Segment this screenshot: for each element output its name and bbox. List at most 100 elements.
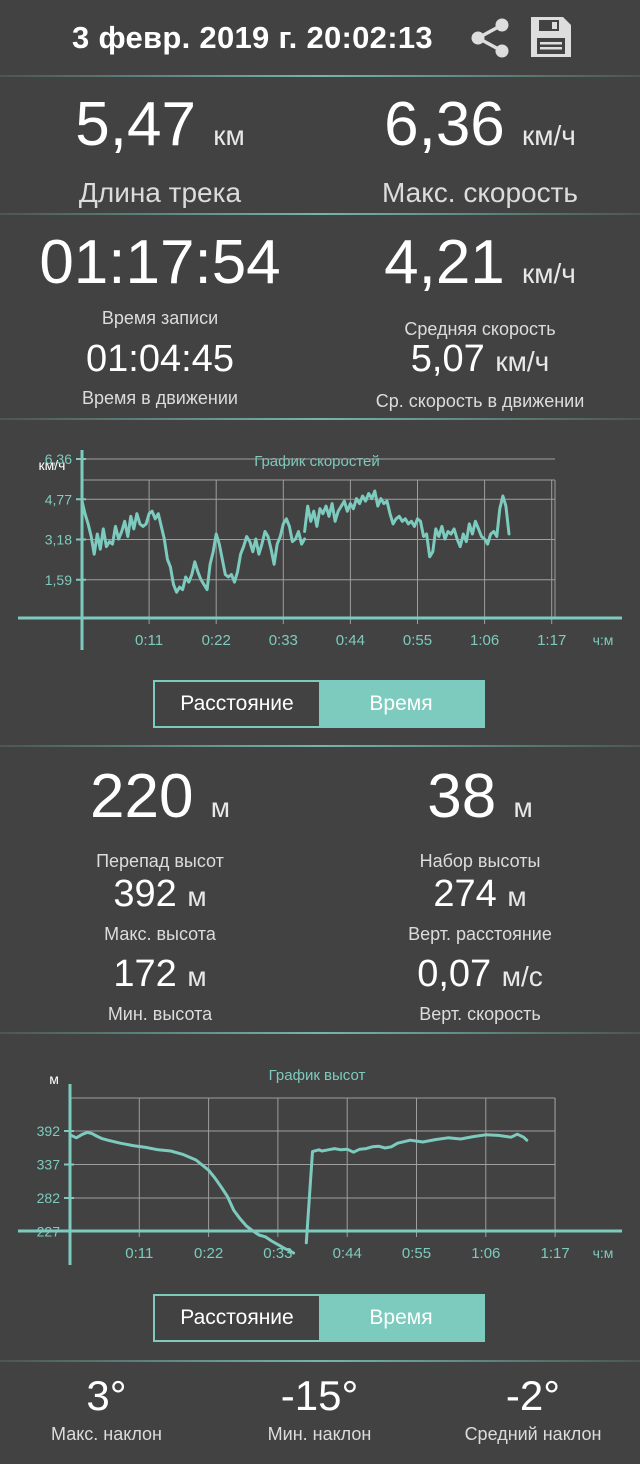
elevation-chart-x-tick: 0:11	[125, 1245, 153, 1262]
speed-chart-x-tick: 0:11	[135, 632, 163, 649]
max-speed-unit: км/ч	[522, 120, 576, 151]
avg-slope-stat: -2° Средний наклон	[426, 1370, 640, 1445]
speed-chart-x-tick: 0:22	[202, 632, 231, 649]
vertical-speed-label: Верт. скорость	[419, 1004, 541, 1024]
moving-avg-speed-value: 5,07	[410, 338, 485, 380]
elevation-chart-y-tick: 282	[37, 1190, 61, 1206]
avg-slope-value: -2°	[505, 1372, 561, 1419]
moving-avg-speed-stat: 5,07 км/ч Ср. скорость в движении	[320, 336, 640, 412]
divider	[0, 418, 640, 420]
record-time-value: 01:17:54	[39, 228, 281, 297]
distance-label: Длина трека	[78, 177, 242, 208]
min-elevation-unit: м	[187, 961, 207, 992]
divider	[0, 1032, 640, 1034]
speed-chart-x-tick: 1:06	[470, 632, 499, 649]
min-elevation-label: Мин. высота	[107, 1004, 213, 1024]
vertical-speed-value: 0,07	[417, 953, 492, 995]
speed-chart-title: График скоростей	[254, 453, 380, 470]
elevation-chart-x-unit: ч:м	[593, 1245, 614, 1261]
elevation-chart-x-tick: 0:22	[194, 1245, 223, 1262]
min-elevation-value: 172	[113, 953, 177, 995]
max-elevation-label: Макс. высота	[104, 924, 216, 944]
max-speed-value: 6,36	[384, 90, 505, 159]
elevation-diff-stat: 220 м Перепад высот	[0, 760, 320, 872]
speed-chart-line	[303, 489, 511, 559]
moving-time-stat: 01:04:45 Время в движении	[0, 336, 320, 409]
avg-speed-value: 4,21	[384, 228, 505, 297]
elevation-chart-axis-toggle: Расстояние Время	[153, 1294, 485, 1342]
record-time-stat: 01:17:54 Время записи	[0, 226, 320, 329]
elevation-chart-y-tick: 392	[37, 1123, 61, 1139]
save-icon[interactable]	[528, 14, 574, 60]
elevation-chart-y-tick: 337	[37, 1157, 61, 1173]
elevation-toggle-distance[interactable]: Расстояние	[155, 1296, 319, 1340]
elevation-chart-x-tick: 0:33	[263, 1245, 292, 1262]
distance-value: 5,47	[75, 90, 196, 159]
elevation-gain-stat: 38 м Набор высоты	[320, 760, 640, 872]
min-elevation-stat: 172 м Мин. высота	[0, 951, 320, 1025]
elevation-diff-value: 220	[90, 762, 194, 831]
moving-time-label: Время в движении	[82, 388, 238, 408]
vertical-distance-value: 274	[433, 873, 497, 915]
header-bar: 3 февр. 2019 г. 20:02:13	[0, 0, 640, 76]
elevation-chart-x-tick: 1:17	[540, 1245, 569, 1262]
avg-speed-stat: 4,21 км/ч Средняя скорость	[320, 226, 640, 340]
elevation-chart-x-tick: 1:06	[471, 1245, 500, 1262]
speed-chart-y-tick: 3,18	[45, 532, 72, 548]
max-elevation-unit: м	[187, 881, 207, 912]
speed-toggle-distance[interactable]: Расстояние	[155, 682, 319, 726]
share-icon[interactable]	[468, 16, 512, 60]
speed-chart-x-tick: 0:55	[403, 632, 432, 649]
vertical-distance-label: Верт. расстояние	[408, 924, 552, 944]
speed-chart-line	[80, 499, 307, 594]
speed-chart-x-unit: ч:м	[593, 632, 614, 648]
elevation-toggle-time[interactable]: Время	[319, 1296, 483, 1340]
elevation-gain-value: 38	[427, 762, 497, 831]
speed-chart-axis-toggle: Расстояние Время	[153, 680, 485, 728]
speed-chart-y-tick: 1,59	[45, 572, 72, 588]
speed-chart-x-tick: 0:33	[269, 632, 298, 649]
avg-speed-label: Средняя скорость	[404, 319, 556, 339]
divider	[0, 745, 640, 747]
max-slope-stat: 3° Макс. наклон	[0, 1370, 213, 1445]
speed-toggle-time[interactable]: Время	[319, 682, 483, 726]
moving-time-value: 01:04:45	[86, 338, 234, 380]
speed-chart: График скоростей км/ч 0:11 0:22 0:33 0:44 0:55…	[18, 450, 622, 650]
elevation-chart: График высот м 0:11 0:22 0:33 0:44 0:55 1:06 1:1…	[18, 1067, 622, 1265]
moving-avg-speed-label: Ср. скорость в движении	[375, 391, 585, 411]
elevation-chart-title: График высот	[269, 1067, 366, 1084]
vertical-speed-stat: 0,07 м/с Верт. скорость	[320, 951, 640, 1025]
max-slope-value: 3°	[86, 1372, 127, 1419]
distance-unit: км	[213, 120, 245, 151]
moving-avg-speed-unit: км/ч	[495, 346, 550, 377]
speed-chart-y-unit: км/ч	[39, 457, 66, 473]
vertical-distance-unit: м	[507, 881, 527, 912]
min-slope-stat: -15° Мин. наклон	[213, 1370, 426, 1445]
elevation-chart-line	[68, 1130, 296, 1255]
elevation-gain-unit: м	[513, 792, 533, 823]
distance-stat: 5,47 км Длина трека	[0, 88, 320, 209]
max-speed-stat: 6,36 км/ч Макс. скорость	[320, 88, 640, 209]
speed-chart-y-tick: 4,77	[45, 491, 72, 507]
divider	[0, 213, 640, 215]
avg-speed-unit: км/ч	[522, 258, 576, 289]
elevation-chart-x-tick: 0:44	[333, 1245, 362, 1262]
speed-chart-y-tick: 6,36	[45, 451, 72, 467]
max-elevation-stat: 392 м Макс. высота	[0, 871, 320, 945]
max-elevation-value: 392	[113, 873, 177, 915]
speed-chart-x-tick: 0:44	[336, 632, 365, 649]
elevation-diff-label: Перепад высот	[96, 851, 224, 871]
vertical-speed-unit: м/с	[501, 961, 543, 992]
elevation-diff-unit: м	[210, 792, 230, 823]
max-speed-label: Макс. скорость	[381, 177, 579, 208]
elevation-chart-y-unit: м	[49, 1071, 59, 1087]
elevation-chart-x-tick: 0:55	[402, 1245, 431, 1262]
divider	[0, 75, 640, 77]
record-time-label: Время записи	[101, 308, 219, 328]
divider	[0, 1360, 640, 1362]
max-slope-label: Макс. наклон	[51, 1424, 162, 1444]
elevation-chart-line	[304, 1132, 529, 1245]
min-slope-value: -15°	[280, 1372, 359, 1419]
speed-chart-x-tick: 1:17	[537, 632, 566, 649]
elevation-gain-label: Набор высоты	[419, 851, 541, 871]
